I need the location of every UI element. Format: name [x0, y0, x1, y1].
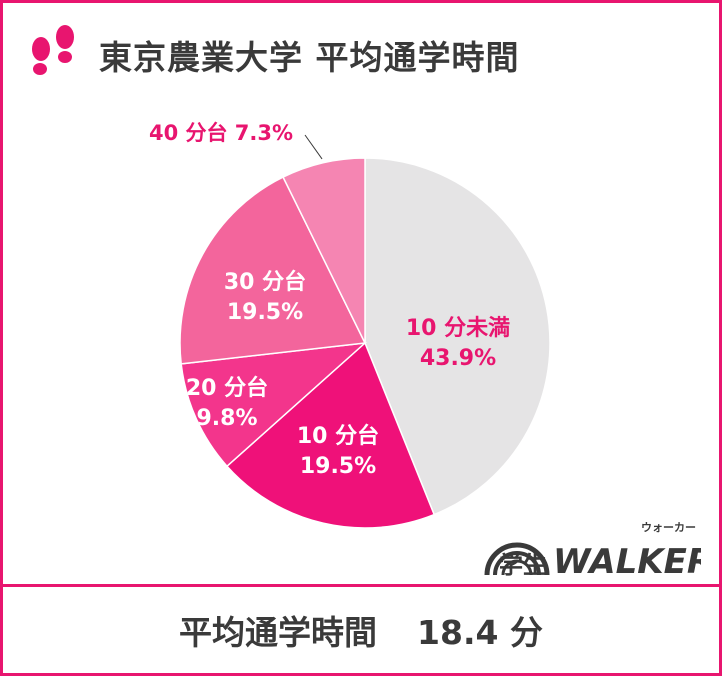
slice-label: 10 分未満 43.9%: [406, 315, 510, 371]
pie-slice: [225, 341, 436, 529]
pie-slice: [179, 176, 367, 365]
pie-slice: [180, 341, 368, 468]
page-title: 東京農業大学 平均通学時間: [99, 38, 520, 77]
slice-label: 10 分台 19.5%: [297, 423, 379, 479]
slice-label: 40 分台 7.3%: [149, 121, 293, 145]
pie-chart: 10 分未満 43.9% 10 分台 19.5% 20 分台 9.8% 30 分台 19.5%…: [149, 121, 551, 529]
header: 東京農業大学 平均通学時間: [3, 3, 719, 103]
leader-line: [304, 134, 323, 160]
footprints-icon: [32, 25, 74, 75]
gakusei-walker-logo-icon: 学生 WALKER ウォーカー: [484, 521, 701, 577]
summary-value: 18.4 分: [417, 613, 543, 652]
footer-divider: [3, 584, 719, 587]
pie-chart-area: 10 分未満 43.9% 10 分台 19.5% 20 分台 9.8% 30 分台 19.5%…: [3, 103, 719, 583]
logo-kanji: 学生: [499, 551, 547, 577]
slice-label: 20 分台 9.8%: [186, 375, 268, 431]
summary-footer: 平均通学時間 18.4 分: [3, 587, 719, 673]
pie-slice: [364, 157, 551, 516]
summary-label: 平均通学時間: [179, 613, 378, 652]
slice-label: 30 分台 19.5%: [224, 269, 306, 325]
pie-slice: [282, 157, 366, 344]
logo-ruby: ウォーカー: [641, 521, 696, 534]
logo-word: WALKER: [553, 542, 701, 577]
